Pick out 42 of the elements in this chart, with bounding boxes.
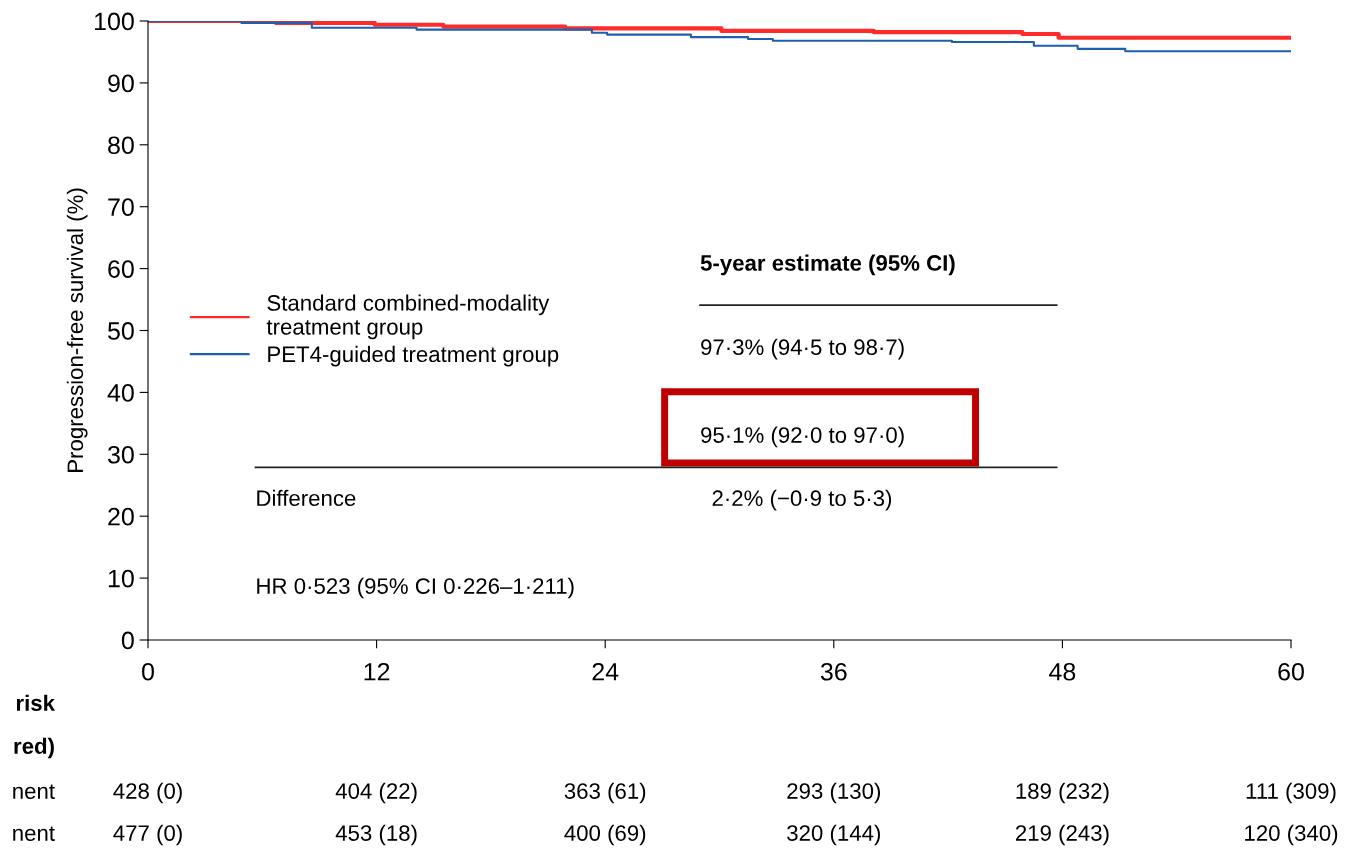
text: 477 (0): [113, 824, 182, 846]
annotation: 5-year estimate (95% CI): [700, 254, 955, 276]
annotation: Difference: [257, 489, 356, 507]
annotation: 2·2% (−0·9 to 5·3): [712, 489, 892, 511]
text: risk: [16, 694, 56, 711]
y-tick-label: 0: [121, 631, 134, 650]
text: 111 (309): [1246, 782, 1336, 804]
text: 120 (340): [1245, 824, 1338, 846]
annotation: 95·1% (92·0 to 97·0): [701, 426, 904, 448]
y-tick-label: 80: [108, 136, 134, 155]
y-tick-label: 20: [108, 507, 134, 526]
y-tick-label: 90: [108, 74, 134, 93]
y-tick-label: 10: [108, 569, 134, 588]
y-tick-label: 30: [107, 445, 134, 464]
text: 189 (232): [1016, 782, 1109, 804]
x-tick-label: 48: [1049, 662, 1076, 681]
y-tick-label: 50: [108, 322, 134, 340]
text: nent: [13, 784, 55, 799]
x-tick-label: 36: [820, 662, 847, 681]
legend-label: Standard combined-modality treatment group: [266, 294, 550, 340]
y-tick-label: 70: [108, 198, 134, 216]
text: 400 (69): [564, 824, 646, 846]
text: 293 (130): [787, 782, 880, 804]
y-tick-label: 60: [108, 260, 134, 278]
x-tick-label: 0: [142, 662, 154, 681]
x-tick-label: 12: [364, 662, 390, 681]
y-tick-label: 40: [107, 384, 134, 402]
text: 363 (61): [564, 782, 646, 804]
text: 453 (18): [335, 824, 417, 846]
text: 320 (144): [787, 824, 880, 846]
annotation: 97·3% (94·5 to 98·7): [701, 338, 904, 360]
text: 404 (22): [335, 782, 417, 804]
legend-label: PET4-guided treatment group: [268, 345, 559, 367]
text: 219 (243): [1015, 824, 1109, 846]
x-tick-label: 60: [1278, 662, 1304, 681]
y-tick-label: 100: [95, 12, 134, 31]
text: 428 (0): [113, 782, 182, 804]
text: nent: [13, 826, 55, 841]
text: red): [14, 737, 54, 759]
x-tick-label: 24: [592, 662, 619, 681]
annotation: HR 0·523 (95% CI 0·226–1·211): [257, 577, 574, 599]
y-axis-title: Progression-free survival (%): [66, 188, 88, 472]
